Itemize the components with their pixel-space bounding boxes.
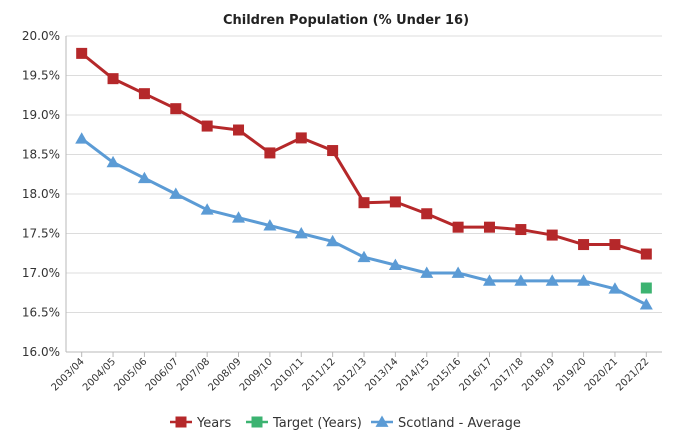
series-lines (75, 47, 653, 310)
y-tick-label: 16.5% (22, 306, 60, 320)
x-tick-label: 2019/20 (552, 356, 589, 393)
data-point (295, 132, 307, 144)
data-point (389, 196, 401, 208)
data-point (169, 187, 183, 199)
legend-label: Scotland - Average (398, 416, 521, 431)
data-point (106, 155, 120, 168)
x-tick-label: 2008/09 (206, 356, 243, 393)
y-tick-label: 19.0% (22, 108, 60, 122)
legend: Years Target (Years) Scotland - Average (170, 415, 521, 431)
data-point (138, 88, 150, 100)
data-point (639, 298, 653, 310)
data-point (326, 234, 340, 247)
x-tick-label: 2017/18 (489, 356, 526, 393)
chart-title: Children Population (% Under 16) (223, 13, 469, 28)
data-point (578, 239, 590, 251)
data-point (514, 274, 528, 286)
series-1 (640, 282, 652, 294)
data-point (609, 239, 621, 251)
x-tick-label: 2020/21 (583, 356, 620, 393)
data-point (451, 266, 465, 278)
x-tick-label: 2018/19 (520, 356, 557, 393)
x-tick-label: 2014/15 (395, 356, 432, 393)
x-tick-label: 2011/12 (301, 356, 338, 393)
data-point (546, 229, 558, 241)
x-tick-label: 2013/14 (363, 356, 400, 393)
data-point (358, 197, 370, 209)
x-tick-label: 2003/04 (50, 356, 87, 393)
x-tick-label: 2012/13 (332, 356, 369, 393)
data-point (420, 266, 434, 278)
data-point (233, 124, 245, 136)
legend-marker (175, 416, 187, 428)
data-point (640, 282, 652, 294)
x-tick-label: 2005/06 (112, 356, 149, 393)
data-point (263, 219, 277, 231)
data-point (170, 103, 182, 115)
y-tick-label: 17.5% (22, 227, 60, 241)
series-0 (76, 47, 652, 260)
x-tick-label: 2004/05 (81, 356, 118, 393)
legend-item-0: Years (170, 416, 232, 431)
series-line (80, 52, 647, 256)
data-point (388, 258, 402, 270)
axes (65, 36, 662, 357)
y-tick-labels: 16.0% 16.5% 17.0% 17.5% 18.0% 18.5% 19.0% 19.5%… (22, 29, 60, 359)
y-tick-label: 16.0% (22, 345, 60, 359)
data-point (452, 221, 464, 233)
data-point (107, 73, 119, 85)
data-point (483, 221, 495, 233)
data-point (232, 211, 246, 223)
data-point (608, 282, 622, 294)
data-point (75, 132, 89, 144)
data-point (294, 227, 308, 239)
data-point (264, 147, 276, 159)
series-2 (75, 132, 653, 310)
data-point (76, 47, 88, 59)
data-point (137, 171, 151, 184)
legend-item-2: Scotland - Average (371, 415, 521, 431)
data-point (577, 274, 591, 286)
y-tick-label: 18.0% (22, 187, 60, 201)
data-point (545, 274, 559, 286)
x-tick-labels: 2003/042004/052005/062006/072007/082008/… (50, 356, 652, 393)
x-tick-label: 2009/10 (238, 356, 275, 393)
legend-marker (251, 416, 263, 428)
data-point (640, 248, 652, 260)
legend-label: Years (196, 416, 232, 431)
y-tick-label: 18.5% (22, 148, 60, 162)
data-point (482, 274, 496, 286)
series-line (80, 137, 647, 306)
legend-item-1: Target (Years) (246, 416, 362, 431)
data-point (201, 120, 213, 132)
data-point (421, 208, 433, 220)
x-tick-label: 2016/17 (457, 356, 494, 393)
y-tick-label: 17.0% (22, 266, 60, 280)
x-tick-label: 2007/08 (175, 356, 212, 393)
x-tick-label: 2021/22 (614, 356, 651, 393)
x-tick-label: 2015/16 (426, 356, 463, 393)
y-tick-label: 20.0% (22, 29, 60, 43)
y-tick-label: 19.5% (22, 69, 60, 83)
data-point (200, 203, 214, 215)
x-tick-label: 2006/07 (144, 356, 181, 393)
data-point (327, 145, 339, 157)
legend-marker (375, 415, 389, 427)
x-tick-label: 2010/11 (269, 356, 306, 393)
data-point (357, 250, 371, 263)
legend-label: Target (Years) (272, 416, 362, 431)
grid-lines (66, 35, 662, 353)
data-point (515, 224, 527, 236)
